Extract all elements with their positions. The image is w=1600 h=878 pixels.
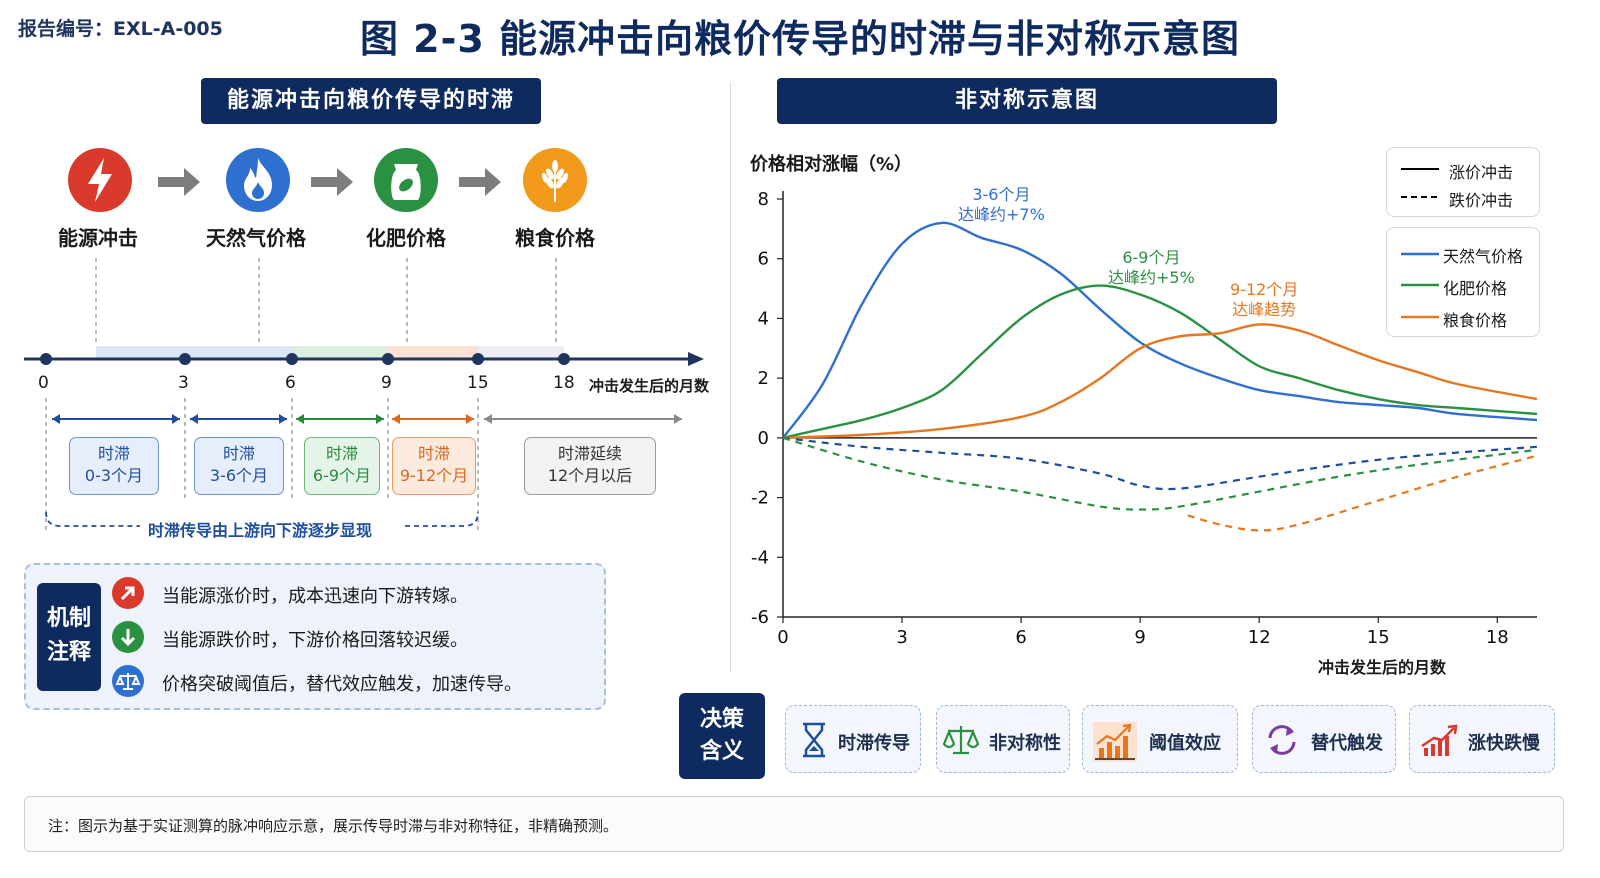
chart-x-axis-label: 冲击发生后的月数 [1318, 658, 1447, 677]
series-line-rise-1 [782, 284, 1538, 440]
decision-card-fast-rise-slow-fall: 涨快跌慢 [1409, 705, 1555, 773]
annotation-fertilizer-peak: 6-9个月 达峰约+5% [1108, 248, 1195, 287]
chart-y-axis-label: 价格相对涨幅（%） [750, 154, 913, 175]
footer-note-box [24, 796, 1564, 852]
timeline-tick-3: 3 [178, 373, 189, 393]
timeline-axis-label: 冲击发生后的月数 [589, 377, 710, 395]
stage-arrow-1 [158, 168, 200, 196]
y-tick-label: 2 [758, 368, 769, 389]
decision-card-substitution: 替代触发 [1252, 705, 1396, 773]
lag-box-12-plus: 时滞延续 12个月以后 [524, 437, 656, 495]
flame-icon [226, 148, 290, 212]
series-line-fall-3 [782, 436, 1538, 491]
timeline-tick-15: 15 [467, 373, 489, 393]
y-tick-label: 6 [758, 249, 769, 270]
x-tick-label: 15 [1367, 627, 1390, 648]
y-tick-label: -6 [751, 607, 769, 628]
band-grain [388, 346, 478, 358]
y-tick-label: -4 [751, 547, 769, 568]
legend-fertilizer: 化肥价格 [1443, 279, 1508, 298]
stage-arrow-2 [311, 168, 353, 196]
mechanism-text-1: 当能源涨价时，成本迅速向下游转嫁。 [162, 586, 468, 607]
x-tick-label: 18 [1486, 627, 1509, 648]
stage-arrow-3 [459, 168, 501, 196]
stage-label-grain: 粮食价格 [515, 226, 595, 250]
decision-card-asymmetry: 非对称性 [936, 705, 1070, 773]
legend-grain: 粮食价格 [1443, 311, 1508, 330]
right-section-banner: 非对称示意图 [777, 78, 1277, 124]
section-divider [730, 82, 731, 672]
stage-label-fertilizer: 化肥价格 [366, 226, 446, 250]
series-line-rise-2 [782, 323, 1538, 440]
threshold-chart-icon [1093, 722, 1137, 762]
y-tick-label: 4 [758, 308, 769, 329]
mechanism-label: 机制 注释 [37, 583, 101, 691]
lag-box-9-12: 时滞 9-12个月 [392, 437, 476, 495]
timeline-arrowhead [688, 352, 704, 366]
timeline-tick-0: 0 [38, 373, 49, 393]
left-section-banner: 能源冲击向粮价传导的时滞 [201, 78, 541, 124]
arrow-up-icon [112, 577, 144, 609]
y-tick-label: -2 [751, 488, 769, 509]
series-line-fall-4 [782, 436, 1538, 511]
series-line-fall-5 [1187, 454, 1538, 532]
timeline-tick-6: 6 [285, 373, 296, 393]
footer-note: 注：图示为基于实证测算的脉冲响应示意，展示传导时滞与非对称特征，非精确预测。 [48, 817, 619, 835]
band-gas [96, 346, 292, 358]
band-fertilizer [292, 346, 388, 358]
balance-scale-icon [112, 665, 144, 697]
x-tick-label: 3 [896, 627, 907, 648]
decision-card-lag: 时滞传导 [785, 705, 921, 773]
mechanism-text-2: 当能源跌价时，下游价格回落较迟缓。 [162, 630, 468, 651]
x-tick-label: 0 [777, 627, 788, 648]
y-tick-label: 0 [758, 428, 769, 449]
legend-style: 涨价冲击 跌价冲击 [1386, 147, 1540, 217]
fertilizer-bag-icon [374, 148, 438, 212]
hourglass-icon [803, 722, 825, 758]
x-tick-label: 9 [1134, 627, 1145, 648]
mechanism-text-3: 价格突破阈值后，替代效应触发，加速传导。 [162, 674, 522, 695]
lag-box-3-6: 时滞 3-6个月 [194, 437, 284, 495]
impulse-response-chart: 8 6 4 2 0 -2 -4 -6 0 3 6 9 12 15 18 [751, 189, 1538, 648]
wheat-icon [523, 148, 587, 212]
legend-series: 天然气价格 化肥价格 粮食价格 [1386, 227, 1540, 337]
band-continue [478, 346, 564, 358]
lag-box-6-9: 时滞 6-9个月 [304, 437, 380, 495]
arrow-down-icon [112, 621, 144, 653]
lag-box-0-3: 时滞 0-3个月 [69, 437, 159, 495]
decision-label: 决策 含义 [679, 693, 765, 779]
brace-label: 时滞传导由上游向下游逐步显现 [148, 521, 373, 540]
cycle-arrows-icon [1268, 725, 1296, 755]
legend-fall: 跌价冲击 [1449, 191, 1514, 210]
balance-scale-icon [943, 726, 979, 755]
stage-label-energy: 能源冲击 [58, 226, 138, 250]
legend-rise: 涨价冲击 [1449, 163, 1514, 182]
lightning-icon [68, 148, 132, 212]
annotation-gas-peak: 3-6个月 达峰约+7% [958, 185, 1045, 224]
legend-gas: 天然气价格 [1443, 247, 1524, 266]
timeline-tick-18: 18 [553, 373, 575, 393]
decision-card-threshold: 阈值效应 [1082, 705, 1238, 773]
report-number: 报告编号：EXL-A-005 [18, 18, 223, 40]
x-tick-label: 12 [1248, 627, 1271, 648]
timeline-tick-9: 9 [381, 373, 392, 393]
x-tick-label: 6 [1015, 627, 1026, 648]
trend-up-icon [1421, 724, 1458, 756]
timeline-diagram [24, 258, 704, 530]
series-line-rise-0 [782, 221, 1538, 439]
page-title: 图 2-3 能源冲击向粮价传导的时滞与非对称示意图 [359, 17, 1241, 61]
stage-label-gas: 天然气价格 [206, 226, 306, 250]
annotation-grain-peak: 9-12个月 达峰趋势 [1230, 280, 1299, 319]
y-tick-label: 8 [758, 189, 769, 210]
